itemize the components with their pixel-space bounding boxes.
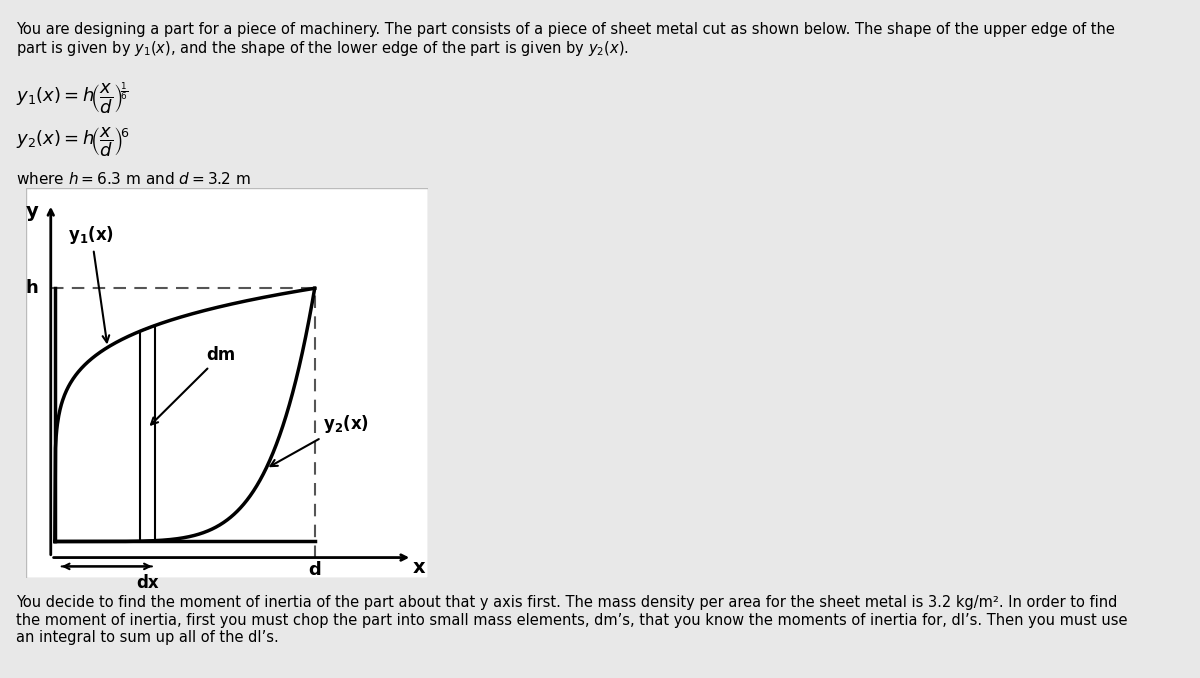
Text: h: h <box>25 279 38 297</box>
Text: You decide to find the moment of inertia of the part about that y axis first. Th: You decide to find the moment of inertia… <box>16 595 1127 645</box>
Text: d: d <box>308 561 322 580</box>
Text: $\mathbf{y_1(x)}$: $\mathbf{y_1(x)}$ <box>68 224 114 342</box>
Text: where $h = 6.3$ m and $d = 3.2$ m: where $h = 6.3$ m and $d = 3.2$ m <box>16 171 251 187</box>
Text: dx: dx <box>136 574 158 593</box>
Text: $\mathbf{y_2(x)}$: $\mathbf{y_2(x)}$ <box>270 413 368 466</box>
Text: dm: dm <box>151 346 236 424</box>
Text: x: x <box>413 558 425 577</box>
Text: $y_2(x) = h\!\left(\dfrac{x}{d}\right)^{\!6}$: $y_2(x) = h\!\left(\dfrac{x}{d}\right)^{… <box>16 125 130 159</box>
FancyBboxPatch shape <box>26 188 428 578</box>
Text: y: y <box>25 203 38 222</box>
Text: You are designing a part for a piece of machinery. The part consists of a piece : You are designing a part for a piece of … <box>16 22 1115 58</box>
Text: $y_1(x) = h\!\left(\dfrac{x}{d}\right)^{\!\frac{1}{6}}$: $y_1(x) = h\!\left(\dfrac{x}{d}\right)^{… <box>16 80 128 116</box>
